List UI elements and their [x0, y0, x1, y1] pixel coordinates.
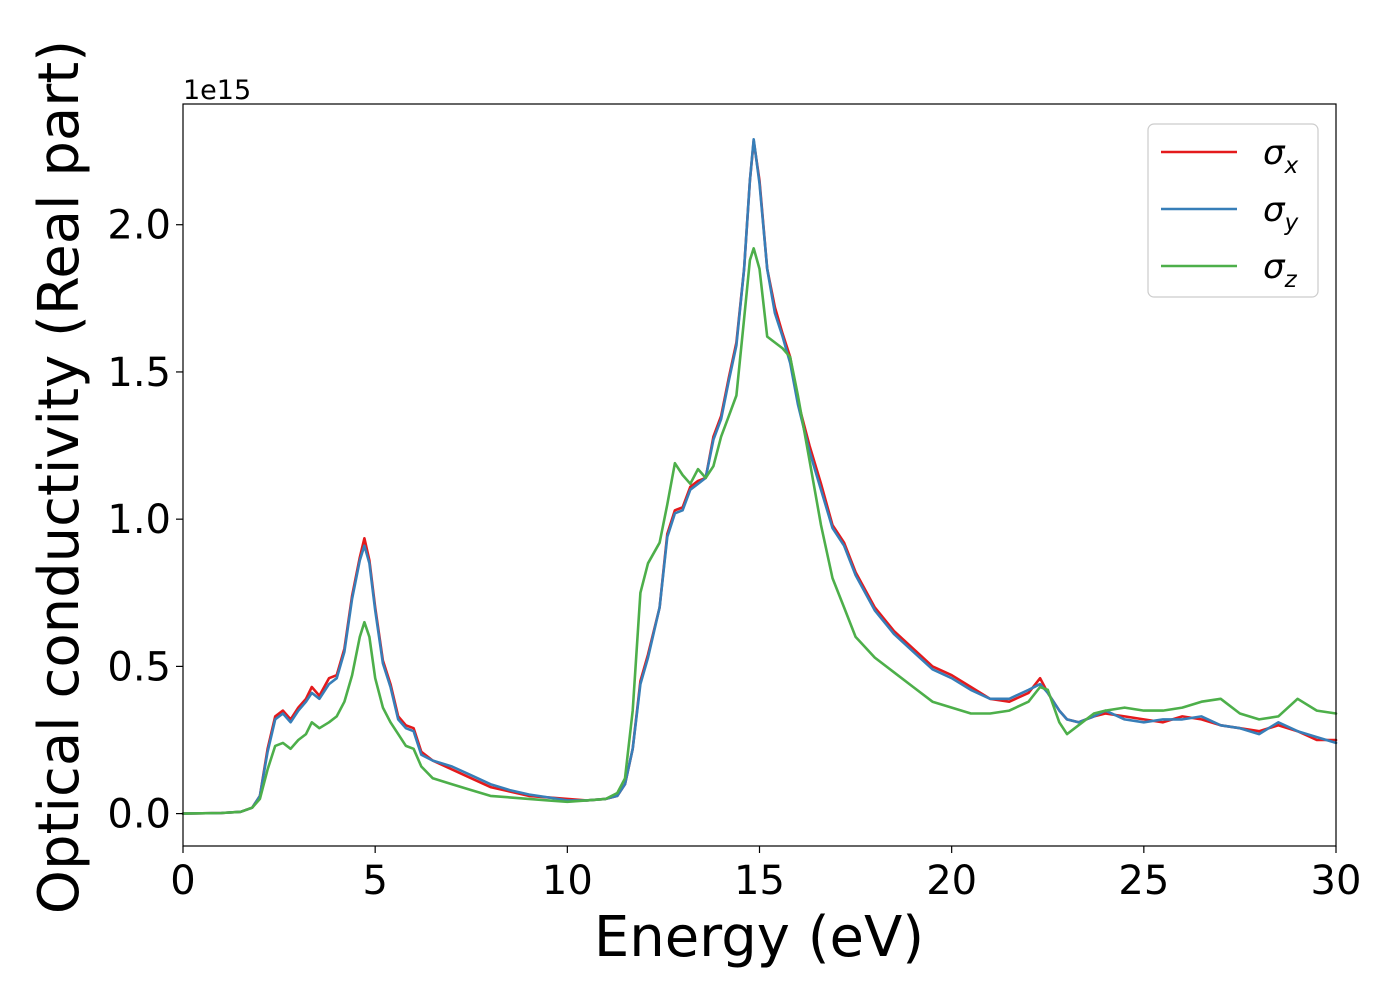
- legend-items: σx σy σz: [1161, 133, 1299, 293]
- x-axis-label: Energy (eV): [594, 905, 924, 970]
- x-tick-label: 20: [926, 858, 977, 904]
- plot-frame: [182, 103, 1337, 847]
- legend-label-y: σy: [1263, 190, 1299, 236]
- x-tick-label: 25: [1118, 858, 1169, 904]
- y-tick-label: 1.0: [107, 497, 171, 543]
- x-tick-label: 10: [542, 858, 593, 904]
- x-tick-label: 0: [170, 858, 195, 904]
- legend-label-z: σz: [1263, 247, 1298, 293]
- y-axis-label: Optical conductivity (Real part): [27, 40, 92, 914]
- x-tick-label: 15: [734, 858, 785, 904]
- y-tick-label: 2.0: [107, 203, 171, 249]
- y-axis-ticks: 0.0 0.5 1.0 1.5 2.0: [107, 203, 183, 838]
- x-axis-ticks: 0 5 10 15 20 25 30: [170, 846, 1361, 904]
- x-tick-label: 30: [1311, 858, 1362, 904]
- legend: σx σy σz: [1147, 123, 1319, 298]
- y-tick-label: 1.5: [107, 350, 171, 396]
- y-offset-label: 1e15: [183, 75, 251, 106]
- series-layer: [181, 138, 1338, 815]
- x-tick-label: 5: [362, 858, 387, 904]
- legend-label-x: σx: [1263, 133, 1299, 179]
- series-line-y: [181, 138, 1338, 815]
- legend-box: [1147, 123, 1319, 298]
- series-line-z: [181, 247, 1338, 815]
- y-tick-label: 0.0: [107, 792, 171, 838]
- y-tick-label: 0.5: [107, 644, 171, 690]
